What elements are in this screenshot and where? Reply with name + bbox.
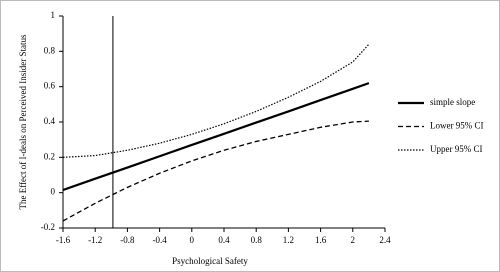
y-tick-label: 0.2: [44, 151, 55, 161]
x-tick-label: -0.8: [120, 235, 135, 245]
x-tick-label: 1.6: [315, 235, 327, 245]
legend-label: Upper 95% CI: [430, 144, 483, 154]
x-tick-label: -1.2: [88, 235, 102, 245]
x-tick-label: 0.4: [218, 235, 230, 245]
y-tick-label: 0.6: [44, 81, 56, 91]
legend-label: Lower 95% CI: [430, 121, 484, 131]
y-tick-label: 0.8: [44, 45, 56, 55]
series-line: [62, 82, 370, 192]
legend-label: simple slope: [430, 97, 475, 107]
y-axis-label: The Effect of I-deals on Perceived Insid…: [18, 34, 28, 210]
series-line: [62, 120, 369, 222]
series-line: [62, 43, 370, 158]
x-axis-label: Psychological Safety: [172, 256, 248, 266]
y-tick-label: 0: [51, 187, 56, 197]
x-tick-label: -0.4: [152, 235, 167, 245]
x-tick-label: 2: [351, 235, 356, 245]
x-tick-label: -1.6: [56, 235, 71, 245]
x-tick-label: 2.4: [379, 235, 391, 245]
y-tick-label: -0.2: [41, 222, 55, 232]
x-tick-label: 1.2: [283, 235, 294, 245]
x-tick-label: 0.8: [251, 235, 263, 245]
y-tick-label: 0.4: [44, 116, 56, 126]
y-tick-label: 1: [51, 10, 56, 20]
x-tick-label: 0: [190, 235, 195, 245]
